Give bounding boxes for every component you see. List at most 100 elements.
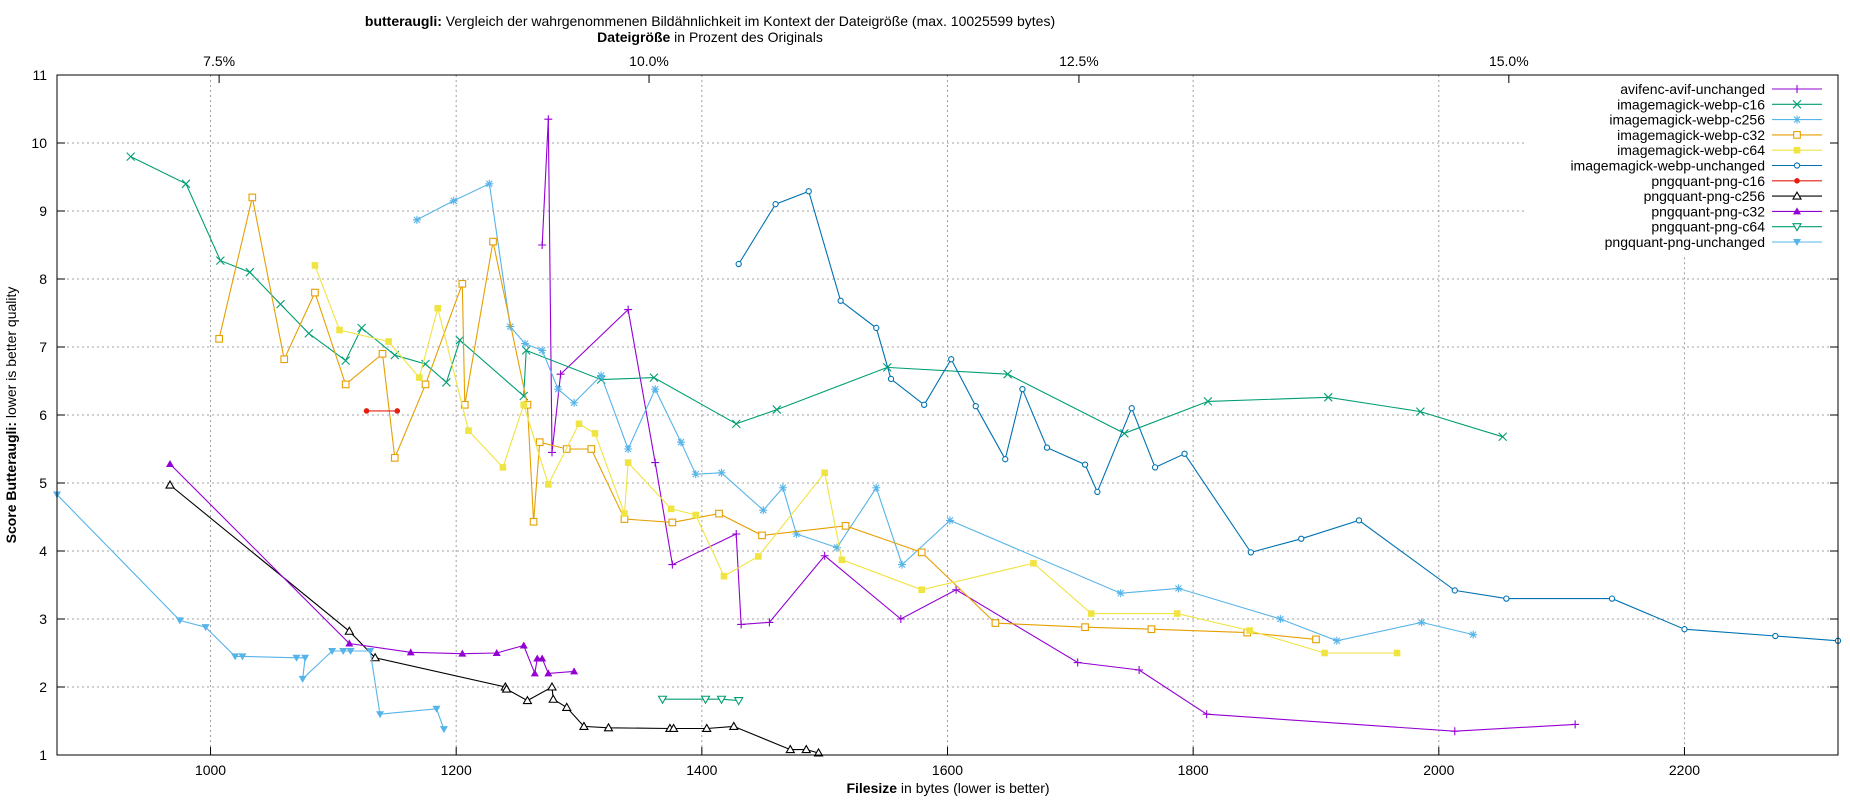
y-tick-label: 4	[39, 543, 47, 559]
data-point	[245, 267, 255, 277]
data-point	[304, 329, 314, 338]
data-point	[785, 744, 796, 754]
y-tick-label: 6	[39, 407, 47, 423]
data-point	[501, 683, 512, 693]
data-point	[972, 403, 979, 410]
legend-marker	[1793, 207, 1801, 215]
data-point	[873, 324, 880, 332]
data-point	[578, 721, 589, 730]
data-point	[166, 459, 175, 467]
data-point	[921, 401, 928, 408]
data-point	[758, 531, 766, 540]
data-point	[668, 723, 679, 733]
data-point	[1321, 649, 1328, 657]
data-point	[520, 401, 528, 409]
y-axis-title-rest: lower is better quality	[3, 287, 19, 422]
data-point	[547, 681, 557, 691]
series-pngquant-png-c32	[166, 459, 579, 677]
legend-item: pngquant-png-c256	[1644, 188, 1822, 204]
data-point	[591, 430, 599, 437]
data-point	[492, 649, 501, 656]
data-point	[231, 653, 240, 661]
legend-marker	[1793, 146, 1801, 154]
data-point	[1323, 392, 1333, 402]
data-point	[544, 669, 553, 677]
x-tick-label: 1800	[1178, 762, 1209, 778]
top-axis-title-bold: Dateigröße	[597, 29, 670, 45]
series-line	[169, 484, 819, 754]
data-point	[841, 521, 850, 530]
legend-item: pngquant-png-c32	[1651, 203, 1822, 219]
data-point	[357, 323, 367, 333]
data-point	[1203, 397, 1213, 406]
data-point	[378, 349, 387, 358]
series-line	[541, 119, 1576, 732]
data-point	[406, 648, 415, 656]
data-point	[439, 726, 448, 734]
series-line	[169, 463, 575, 676]
data-point	[181, 179, 191, 189]
data-point	[772, 201, 779, 208]
data-point	[570, 667, 579, 675]
data-point	[821, 469, 828, 477]
y-tick-label: 1	[39, 747, 47, 763]
data-point	[657, 695, 668, 705]
series-line	[738, 190, 1839, 642]
legend-marker	[1792, 223, 1802, 232]
data-point	[991, 619, 1000, 627]
series-line	[56, 494, 445, 730]
data-point	[341, 380, 350, 389]
data-point	[363, 408, 370, 414]
data-point	[520, 339, 529, 348]
data-point	[732, 530, 741, 538]
top-tick-label: 7.5%	[203, 53, 235, 69]
series-line	[314, 265, 1397, 654]
data-point	[1393, 649, 1401, 657]
data-point	[778, 483, 787, 492]
data-point	[1608, 595, 1616, 602]
data-point	[1081, 623, 1089, 632]
data-point	[458, 279, 467, 288]
data-point	[280, 355, 289, 364]
legend-label: imagemagick-webp-c64	[1617, 142, 1765, 158]
data-point	[759, 506, 768, 515]
data-point	[1116, 589, 1125, 598]
legend-marker	[1793, 115, 1801, 124]
chart-title-bold: butteraugli:	[365, 13, 442, 29]
series-line	[218, 197, 1317, 640]
legend-marker	[1793, 85, 1801, 93]
data-point	[1451, 587, 1458, 594]
top-tick-label: 10.0%	[629, 53, 669, 69]
legend-marker	[1792, 99, 1802, 109]
data-point	[668, 560, 677, 569]
data-point	[1151, 464, 1159, 471]
legend-marker	[1793, 131, 1801, 139]
data-point	[952, 585, 961, 594]
data-point	[126, 152, 136, 161]
data-point	[838, 556, 846, 564]
legend-marker	[1792, 190, 1802, 200]
data-point	[215, 256, 225, 266]
data-point	[1094, 488, 1101, 495]
data-point	[1002, 456, 1009, 463]
axis-ticks: 1000 1200 1400 1600 1800 2000 2200 7.5% 10.0% 12.…	[31, 53, 1838, 778]
data-point	[547, 448, 556, 457]
data-point	[1119, 428, 1129, 438]
data-point	[755, 553, 762, 560]
data-point	[832, 543, 841, 552]
y-tick-label: 2	[39, 679, 47, 695]
data-point	[548, 694, 559, 703]
series-pngquant-png-c16	[363, 408, 401, 414]
x-tick-label: 2000	[1423, 762, 1454, 778]
data-point	[1174, 584, 1183, 593]
data-point	[1081, 461, 1089, 468]
data-point	[1246, 627, 1253, 634]
data-point	[1681, 626, 1688, 633]
series-line	[662, 698, 739, 702]
data-point	[887, 375, 895, 383]
top-axis-title-rest: in Prozent des Originals	[670, 29, 823, 45]
data-point	[346, 647, 355, 655]
data-point	[385, 338, 392, 345]
data-point	[545, 481, 552, 488]
data-point	[1135, 666, 1144, 674]
